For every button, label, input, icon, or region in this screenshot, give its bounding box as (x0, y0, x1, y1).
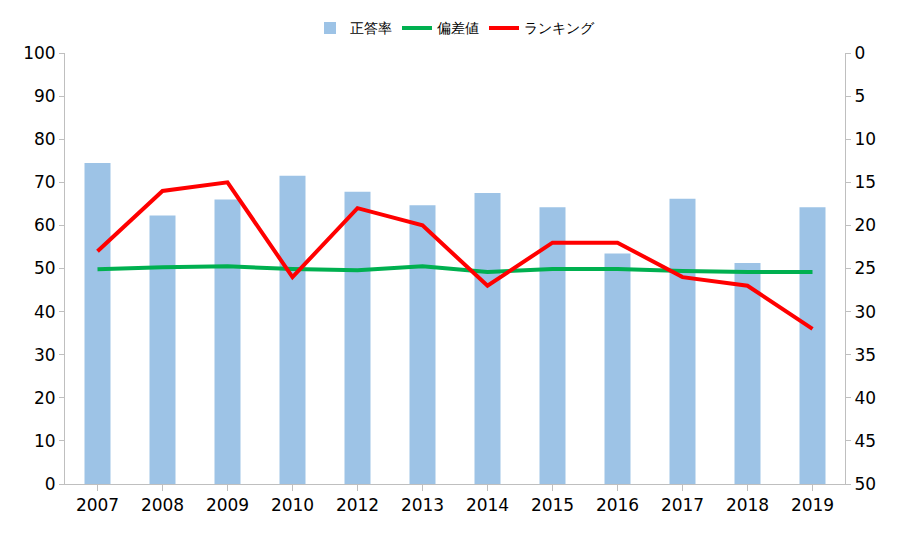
svg-text:90: 90 (34, 86, 56, 106)
svg-text:10: 10 (34, 431, 56, 451)
svg-text:40: 40 (34, 302, 56, 322)
svg-text:2010: 2010 (271, 495, 314, 515)
svg-text:2013: 2013 (401, 495, 444, 515)
svg-text:40: 40 (854, 388, 876, 408)
svg-text:0: 0 (854, 43, 865, 63)
svg-text:2009: 2009 (206, 495, 249, 515)
svg-text:2019: 2019 (791, 495, 834, 515)
svg-text:ランキング: ランキング (524, 20, 595, 36)
svg-text:70: 70 (34, 172, 56, 192)
svg-text:20: 20 (854, 215, 876, 235)
svg-text:正答率: 正答率 (350, 20, 392, 36)
svg-text:2017: 2017 (661, 495, 704, 515)
svg-text:2016: 2016 (596, 495, 639, 515)
svg-text:2007: 2007 (76, 495, 119, 515)
svg-text:偏差値: 偏差値 (437, 20, 479, 36)
svg-text:2014: 2014 (466, 495, 509, 515)
svg-text:50: 50 (854, 474, 876, 494)
svg-text:10: 10 (854, 129, 876, 149)
svg-text:15: 15 (854, 172, 876, 192)
svg-text:45: 45 (854, 431, 876, 451)
svg-text:80: 80 (34, 129, 56, 149)
svg-text:2018: 2018 (726, 495, 769, 515)
svg-text:35: 35 (854, 345, 876, 365)
svg-text:0: 0 (45, 474, 56, 494)
svg-text:30: 30 (34, 345, 56, 365)
svg-text:25: 25 (854, 258, 876, 278)
svg-text:20: 20 (34, 388, 56, 408)
svg-text:2008: 2008 (141, 495, 184, 515)
svg-text:100: 100 (23, 43, 55, 63)
svg-text:2015: 2015 (531, 495, 574, 515)
svg-text:50: 50 (34, 258, 56, 278)
svg-text:30: 30 (854, 302, 876, 322)
svg-text:2012: 2012 (336, 495, 379, 515)
svg-text:5: 5 (854, 86, 865, 106)
svg-text:60: 60 (34, 215, 56, 235)
